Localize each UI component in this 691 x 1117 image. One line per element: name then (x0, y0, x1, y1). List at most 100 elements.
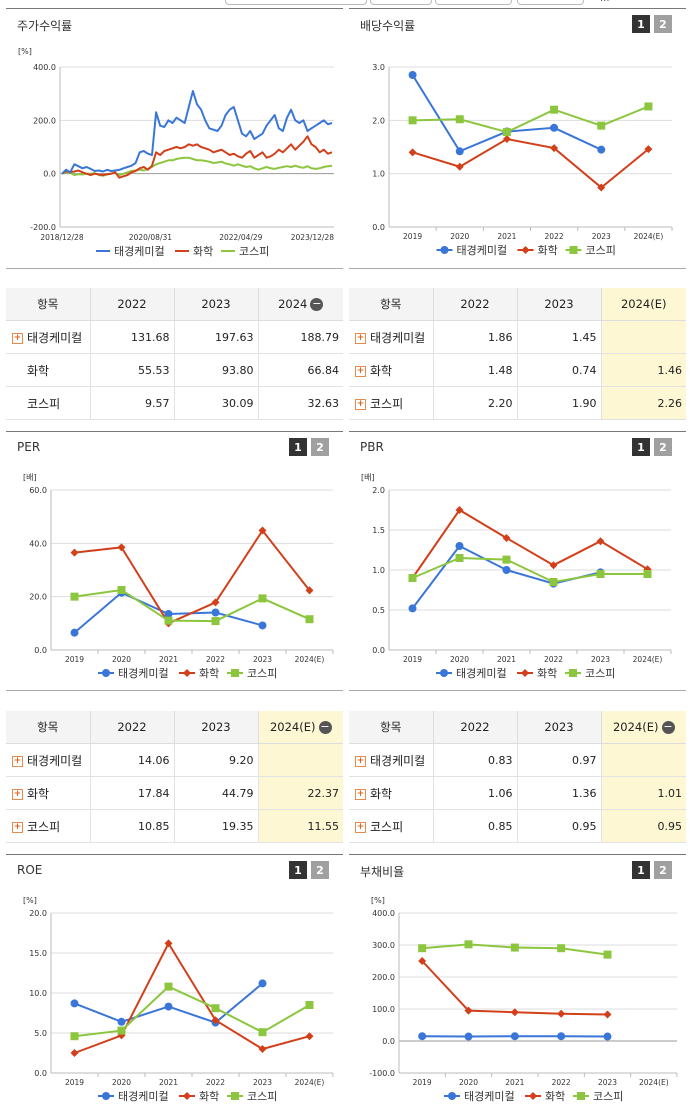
table-header-cell: 항목 (349, 711, 433, 744)
header-label: 2022 (117, 720, 146, 734)
table-cell: 10.85 (90, 810, 174, 843)
collapse-icon[interactable]: − (310, 298, 323, 311)
legend-marker (521, 669, 529, 677)
header-label: 2024(E) (270, 720, 316, 734)
table-cell: 19.35 (174, 810, 258, 843)
legend-label: 코스피 (239, 245, 269, 258)
legend-label: 코스피 (247, 1090, 277, 1103)
data-point (409, 574, 417, 582)
header-label: 2023 (201, 297, 230, 311)
y-tick-label: 40.0 (29, 539, 47, 548)
table-header-cell: 2023 (174, 288, 258, 321)
expand-plus-icon[interactable]: + (12, 789, 23, 800)
x-tick-label: 2021 (159, 655, 178, 664)
expand-plus-icon[interactable]: + (12, 333, 23, 344)
table-cell: 1.06 (433, 777, 517, 810)
data-point (503, 128, 511, 136)
unit-label: [%] (18, 47, 32, 56)
table-cell: 1.45 (517, 321, 601, 354)
divider (6, 268, 343, 269)
legend-label: 태경케미컬 (464, 1090, 515, 1103)
series-line (75, 987, 310, 1037)
top-tab-stub[interactable] (370, 0, 432, 5)
table-cell: 2.20 (433, 387, 517, 420)
top-tab-stub[interactable] (435, 0, 512, 5)
data-point (409, 116, 417, 124)
x-tick-label: 2024(E) (633, 655, 663, 664)
table-header-cell: 항목 (6, 711, 90, 744)
expand-plus-icon[interactable]: + (355, 789, 366, 800)
legend-marker (231, 1092, 239, 1100)
data-point (550, 578, 558, 586)
x-tick-label: 2019 (65, 1078, 84, 1087)
x-tick-label: 2022 (552, 1078, 571, 1087)
collapse-icon[interactable]: − (319, 721, 332, 734)
y-tick-label: 0.0 (43, 170, 56, 179)
data-point (71, 999, 79, 1007)
y-tick-label: 100.0 (372, 1005, 395, 1014)
legend-label: 태경케미컬 (456, 667, 507, 680)
data-point (503, 566, 511, 574)
data-point (259, 621, 267, 629)
data-point (212, 609, 220, 617)
data-point (306, 615, 314, 623)
row-name-cell: +태경케미컬 (6, 321, 90, 354)
expand-plus-icon[interactable]: + (355, 399, 366, 410)
series-line (62, 158, 332, 176)
y-tick-label: 200.0 (33, 116, 56, 125)
data-point (418, 944, 426, 952)
table-cell: 1.48 (433, 354, 517, 387)
x-tick-label: 2022 (206, 1078, 225, 1087)
expand-plus-icon[interactable]: + (355, 333, 366, 344)
data-point (597, 570, 605, 578)
expand-plus-icon[interactable]: + (355, 822, 366, 833)
table-header-cell: 2022 (433, 288, 517, 321)
unit-label: [배] (361, 473, 375, 482)
data-point (456, 115, 464, 123)
legend-label: 화학 (538, 244, 558, 257)
expand-plus-icon[interactable]: + (355, 366, 366, 377)
header-label: 2024(E) (613, 720, 659, 734)
x-tick-label: 2021 (505, 1078, 524, 1087)
series-line (75, 531, 310, 624)
row-name: 화학 (27, 364, 49, 378)
x-tick-label: 2021 (159, 1078, 178, 1087)
data-point (118, 1018, 126, 1026)
table-header-cell: 2024− (258, 288, 343, 321)
row-name-cell: +코스피 (349, 810, 433, 843)
x-tick-label: 2019 (403, 655, 422, 664)
y-tick-label: 0.0 (372, 223, 385, 232)
expand-plus-icon[interactable]: + (355, 756, 366, 767)
y-tick-label: 15.0 (29, 949, 47, 958)
table-cell: 30.09 (174, 387, 258, 420)
header-label: 2024(E) (621, 297, 667, 311)
y-tick-label: 0.5 (372, 606, 385, 615)
legend-marker (577, 1092, 585, 1100)
x-tick-label: 2022 (544, 655, 563, 664)
y-tick-label: 60.0 (29, 486, 47, 495)
data-point (604, 1033, 612, 1041)
y-tick-label: 300.0 (372, 941, 395, 950)
collapse-icon[interactable]: − (662, 721, 675, 734)
data-point (118, 1027, 126, 1035)
data-point (165, 617, 173, 625)
top-tab-stub[interactable] (225, 0, 367, 5)
x-tick-label: 2023 (598, 1078, 617, 1087)
expand-plus-icon[interactable]: + (12, 756, 23, 767)
top-tab-stub[interactable] (517, 0, 584, 5)
divider (349, 690, 686, 691)
expand-plus-icon[interactable]: + (12, 822, 23, 833)
x-tick-label: 2020 (112, 655, 131, 664)
table-cell: 9.57 (90, 387, 174, 420)
data-point (644, 570, 652, 578)
unit-label: [%] (23, 896, 37, 905)
data-point (212, 1004, 220, 1012)
data-point (597, 122, 605, 130)
